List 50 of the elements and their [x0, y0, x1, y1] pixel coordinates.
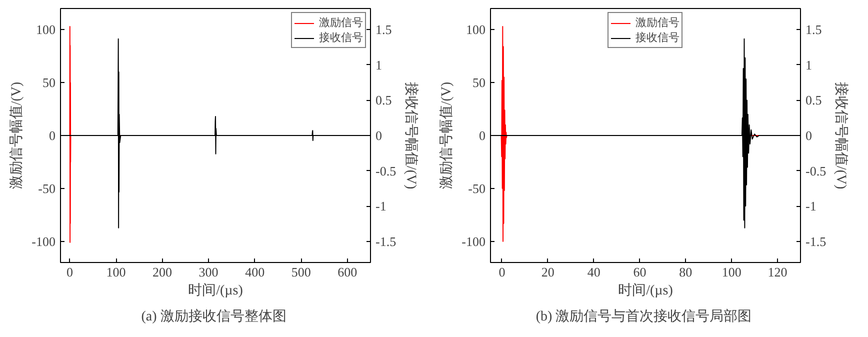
y2-tick-label: 1 [376, 57, 382, 72]
x-tick-label: 60 [633, 264, 646, 280]
y-tick-label: 0 [479, 128, 486, 143]
y-tick-label: -50 [468, 180, 486, 196]
legend-label: 接收信号 [319, 30, 363, 45]
y-tick-label: 100 [36, 22, 56, 38]
x-tick-label: 100 [722, 264, 742, 280]
y-tick-label: -50 [38, 180, 56, 196]
y-tick-label: 50 [472, 75, 486, 90]
x-tick-label: 20 [541, 264, 554, 280]
x-tick-label: 500 [291, 264, 311, 280]
y2-tick-label: 0 [376, 128, 382, 143]
x-tick-label: 200 [152, 264, 172, 280]
y2-axis-title: 接收信号幅值/(V) [833, 82, 850, 190]
x-tick-label: 100 [106, 264, 126, 280]
legend-label: 激励信号 [319, 16, 363, 30]
y2-tick-label: -1.5 [376, 234, 396, 249]
y2-tick-label: 0 [806, 128, 812, 143]
y2-tick-label: 0.5 [806, 92, 822, 108]
y-tick-label: -100 [462, 234, 486, 249]
y-axis-title: 激励信号幅值/(V) [8, 82, 25, 190]
x-tick-label: 120 [768, 264, 788, 280]
y2-tick-label: 1.5 [806, 22, 822, 38]
x-tick-label: 400 [245, 264, 265, 280]
legend-label: 激励信号 [636, 16, 680, 30]
y2-tick-label: -1 [376, 198, 386, 214]
y2-tick-label: 0.5 [376, 92, 392, 108]
y2-tick-label: -1 [806, 198, 816, 214]
x-tick-label: 40 [587, 264, 600, 280]
y2-tick-label: -0.5 [376, 163, 396, 178]
x-tick-label: 300 [198, 264, 218, 280]
y-axis-title: 激励信号幅值/(V) [438, 82, 455, 190]
x-axis-title: 时间/(µs) [618, 282, 674, 298]
y-tick-label: 0 [49, 128, 56, 143]
y2-axis-title: 接收信号幅值/(V) [403, 82, 420, 190]
y-tick-label: -100 [32, 234, 56, 249]
x-tick-label: 0 [498, 264, 506, 280]
text: (b) 激励信号与首次接收信号局部图 [536, 308, 752, 324]
text: (a) 激励接收信号整体图 [141, 308, 286, 324]
x-tick-label: 80 [679, 264, 692, 280]
x-tick-label: 600 [338, 264, 358, 280]
y2-tick-label: -1.5 [806, 234, 826, 249]
x-tick-label: 0 [66, 264, 74, 280]
y-tick-label: 50 [42, 75, 56, 90]
x-axis-title: 时间/(µs) [188, 282, 244, 298]
y2-tick-label: 1 [806, 57, 812, 72]
legend-label: 接收信号 [636, 30, 680, 45]
y-tick-label: 100 [466, 22, 486, 38]
y2-tick-label: -0.5 [806, 163, 826, 178]
y2-tick-label: 1.5 [376, 22, 392, 38]
